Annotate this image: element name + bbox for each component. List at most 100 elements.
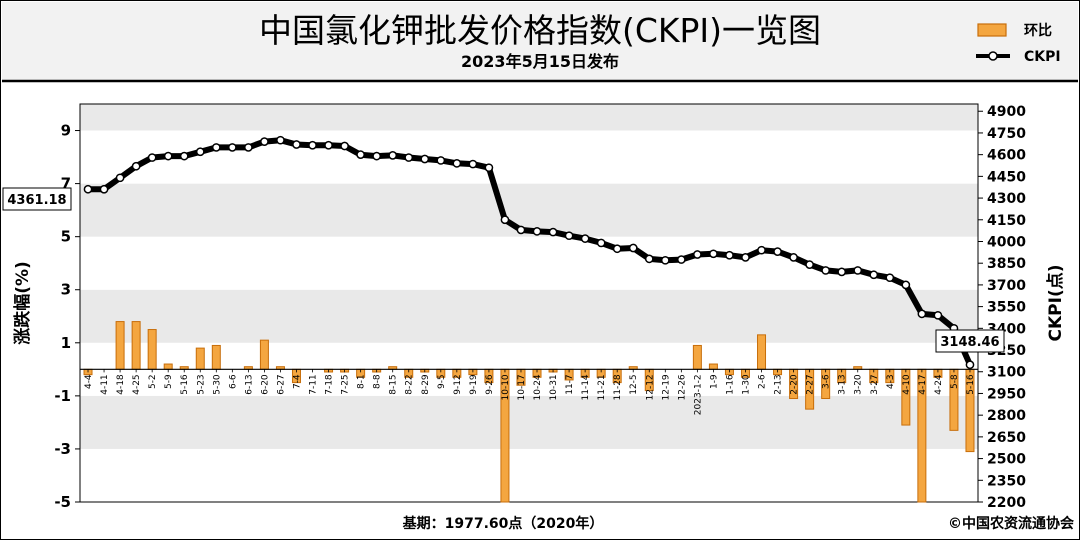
right-tick-label: 4900 — [987, 104, 1026, 120]
ckpi-point — [484, 163, 494, 173]
ckpi-point — [741, 253, 750, 262]
x-tick-label: 3-13 — [838, 374, 848, 394]
ckpi-point — [757, 245, 766, 255]
x-tick-label: 2-6 — [758, 374, 768, 389]
x-tick-label: 6-13 — [244, 374, 254, 394]
legend-line-label: CKPI — [1024, 49, 1061, 65]
ckpi-point — [693, 250, 702, 259]
plot-bands — [80, 104, 978, 502]
bar — [259, 339, 269, 370]
ckpi-point — [324, 140, 333, 150]
x-tick-label: 3-20 — [854, 374, 864, 395]
x-tick-label: 5-16 — [966, 374, 976, 395]
ckpi-point — [276, 135, 285, 145]
ckpi-point — [308, 140, 317, 150]
ckpi-point — [99, 184, 109, 194]
x-tick-label: 2-13 — [774, 374, 784, 394]
ckpi-point — [131, 161, 141, 171]
x-tick-label: 6-20 — [260, 374, 270, 395]
x-tick-label: 8-29 — [421, 374, 431, 395]
ckpi-point — [404, 153, 414, 162]
x-tick-label: 9-12 — [453, 374, 463, 394]
x-tick-label: 8-15 — [389, 374, 399, 394]
plot-band — [80, 130, 978, 184]
start-value-box — [2, 187, 72, 211]
ckpi-point — [83, 184, 93, 194]
x-tick-label: 11-7 — [565, 374, 575, 394]
right-tick-label: 2200 — [987, 495, 1026, 511]
x-tick-label: 8-22 — [405, 374, 415, 394]
ckpi-point — [388, 151, 398, 160]
right-tick-label: 4150 — [987, 213, 1026, 229]
left-tick-label: -5 — [54, 493, 71, 511]
x-tick-label: 4-17 — [918, 374, 928, 394]
ckpi-point — [869, 270, 879, 280]
x-axis-ticks: 4-4 4-11 4-18 4-25 5-2 5-9 5-16 5-23 5-30 6-6 6-13… — [84, 369, 976, 415]
x-tick-label: 12-5 — [629, 374, 639, 394]
ckpi-point — [500, 215, 510, 225]
ckpi-point — [725, 250, 734, 260]
left-tick-label: -1 — [54, 387, 71, 405]
ckpi-point — [195, 147, 205, 157]
x-tick-label: 4-18 — [116, 374, 126, 395]
legend-line-marker — [988, 51, 998, 61]
ckpi-point — [260, 137, 269, 146]
bar — [211, 344, 221, 370]
bar-series — [83, 321, 975, 503]
ckpi-point — [244, 143, 253, 152]
x-tick-label: 12-19 — [661, 374, 671, 400]
bar — [115, 321, 125, 370]
end-value-label: 3148.46 — [940, 335, 999, 350]
x-tick-label: 9-26 — [485, 374, 495, 395]
x-tick-label: 9-19 — [469, 374, 479, 395]
chart-subtitle: 2023年5月15日发布 — [461, 52, 619, 71]
x-tick-label: 1-9 — [709, 374, 719, 389]
ckpi-point — [564, 231, 574, 241]
bar — [195, 347, 205, 370]
ckpi-point — [548, 227, 558, 237]
left-axis-label: 涨跌幅(%) — [12, 261, 33, 345]
x-tick-label: 11-14 — [581, 374, 591, 400]
ckpi-point — [372, 151, 382, 161]
x-tick-label: 10-10 — [501, 374, 511, 400]
right-tick-label: 2350 — [987, 473, 1026, 489]
x-tick-label: 9-5 — [437, 374, 447, 389]
right-tick-label: 2500 — [987, 452, 1026, 468]
base-period-note: 基期：1977.60点（2020年） — [403, 515, 604, 532]
x-tick-label: 7-25 — [341, 374, 351, 394]
left-tick-label: 7 — [61, 175, 71, 193]
x-tick-label: 2023-1-2 — [693, 374, 703, 415]
right-tick-label: 4600 — [987, 148, 1026, 164]
ckpi-point — [532, 227, 542, 236]
ckpi-point — [436, 156, 446, 165]
ckpi-point — [452, 158, 462, 168]
ckpi-point — [468, 159, 478, 169]
ckpi-point — [163, 151, 173, 161]
ckpi-point — [644, 254, 654, 264]
x-tick-label: 7-18 — [325, 374, 335, 395]
ckpi-point — [837, 267, 847, 277]
x-tick-label: 7-11 — [309, 374, 319, 394]
ckpi-point — [933, 310, 943, 320]
x-tick-label: 1-16 — [725, 374, 735, 395]
ckpi-point — [147, 153, 157, 162]
ckpi-point — [227, 143, 237, 152]
x-tick-label: 11-28 — [613, 374, 623, 400]
line-series — [83, 135, 975, 370]
legend-bar-label: 环比 — [1024, 22, 1052, 39]
left-tick-label: 9 — [61, 122, 71, 140]
x-tick-label: 1-30 — [741, 374, 751, 395]
right-tick-label: 3850 — [987, 256, 1026, 272]
ckpi-point — [853, 266, 863, 275]
ckpi-point — [179, 151, 189, 161]
bar — [163, 363, 173, 370]
right-tick-label: 2800 — [987, 408, 1026, 424]
right-axis-label: CKPI(点) — [1045, 265, 1066, 342]
x-tick-label: 3-6 — [822, 374, 832, 389]
plot-band — [80, 395, 978, 449]
right-tick-label: 4450 — [987, 169, 1026, 185]
right-tick-label: 2650 — [987, 430, 1026, 446]
x-tick-label: 2-27 — [806, 374, 816, 394]
ckpi-point — [516, 225, 526, 235]
